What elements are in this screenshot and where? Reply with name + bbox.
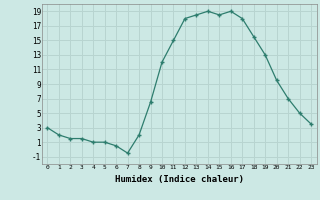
X-axis label: Humidex (Indice chaleur): Humidex (Indice chaleur): [115, 175, 244, 184]
